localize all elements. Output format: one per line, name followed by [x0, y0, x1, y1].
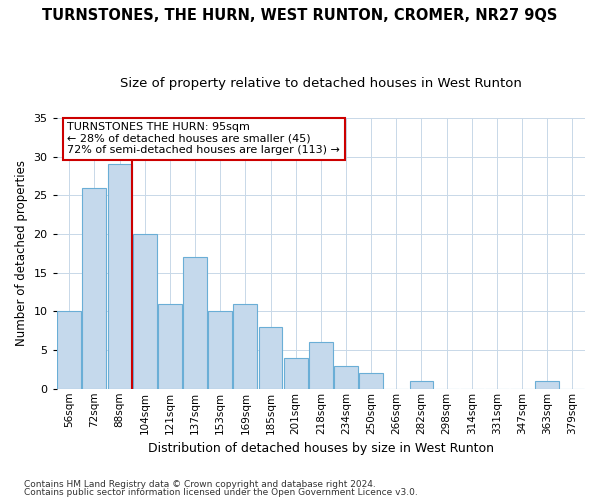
Y-axis label: Number of detached properties: Number of detached properties: [15, 160, 28, 346]
Text: TURNSTONES THE HURN: 95sqm
← 28% of detached houses are smaller (45)
72% of semi: TURNSTONES THE HURN: 95sqm ← 28% of deta…: [67, 122, 340, 156]
Text: Contains public sector information licensed under the Open Government Licence v3: Contains public sector information licen…: [24, 488, 418, 497]
Bar: [359, 374, 383, 389]
Bar: [334, 366, 358, 389]
Title: Size of property relative to detached houses in West Runton: Size of property relative to detached ho…: [120, 78, 522, 90]
Bar: [158, 304, 182, 389]
Bar: [58, 312, 81, 389]
Bar: [183, 258, 207, 389]
Bar: [107, 164, 131, 389]
Bar: [82, 188, 106, 389]
Text: TURNSTONES, THE HURN, WEST RUNTON, CROMER, NR27 9QS: TURNSTONES, THE HURN, WEST RUNTON, CROME…: [43, 8, 557, 22]
Bar: [233, 304, 257, 389]
X-axis label: Distribution of detached houses by size in West Runton: Distribution of detached houses by size …: [148, 442, 494, 455]
Bar: [410, 381, 433, 389]
Bar: [309, 342, 333, 389]
Bar: [284, 358, 308, 389]
Bar: [259, 327, 283, 389]
Bar: [535, 381, 559, 389]
Bar: [208, 312, 232, 389]
Text: Contains HM Land Registry data © Crown copyright and database right 2024.: Contains HM Land Registry data © Crown c…: [24, 480, 376, 489]
Bar: [133, 234, 157, 389]
